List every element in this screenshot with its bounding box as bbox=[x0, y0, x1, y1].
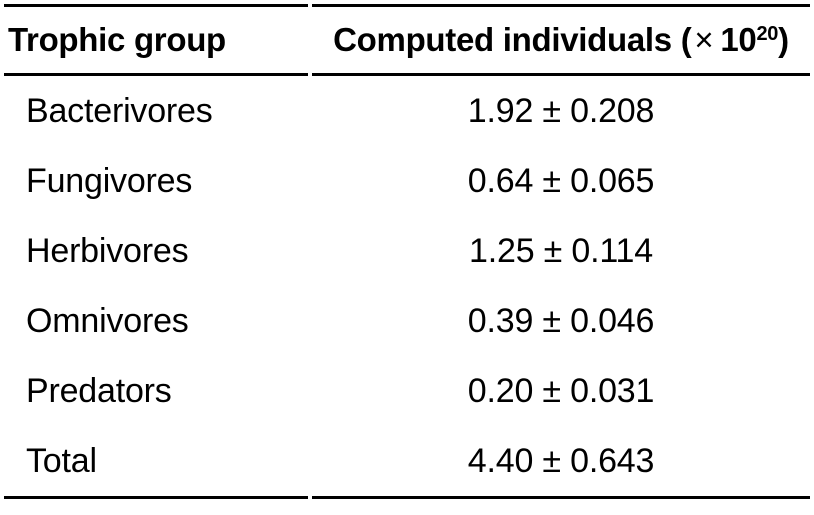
computed-individuals-cell: 0.64 ± 0.065 bbox=[467, 161, 655, 200]
table-row: Bacterivores 1.92 ± 0.208 bbox=[4, 76, 810, 146]
header-computed-suffix: ) bbox=[778, 21, 789, 58]
trophic-group-cell: Herbivores bbox=[26, 231, 189, 270]
table-row: Predators 0.20 ± 0.031 bbox=[4, 356, 810, 426]
header-exponent: 20 bbox=[756, 23, 779, 45]
computed-individuals-cell: 0.39 ± 0.046 bbox=[467, 301, 655, 340]
table-body: Bacterivores 1.92 ± 0.208 Fungivores 0.6… bbox=[4, 76, 810, 499]
trophic-group-cell: Total bbox=[4, 426, 308, 499]
trophic-group-cell: Omnivores bbox=[26, 301, 189, 340]
table-row: Herbivores 1.25 ± 0.114 bbox=[4, 216, 810, 286]
trophic-group-cell: Predators bbox=[26, 371, 172, 410]
multiplication-icon: × bbox=[694, 21, 714, 58]
computed-individuals-cell: 1.92 ± 0.208 bbox=[467, 91, 655, 130]
table-row: Fungivores 0.64 ± 0.065 bbox=[4, 146, 810, 216]
trophic-groups-table: Trophic group Computed individuals (× 102… bbox=[0, 4, 814, 499]
trophic-group-cell: Fungivores bbox=[26, 161, 193, 200]
column-header-trophic-group: Trophic group bbox=[4, 4, 308, 76]
computed-individuals-cell: 4.40 ± 0.643 bbox=[312, 426, 810, 499]
table-row: Total 4.40 ± 0.643 bbox=[4, 426, 810, 499]
column-header-computed-individuals: Computed individuals (× 1020) bbox=[312, 4, 810, 76]
table-row: Omnivores 0.39 ± 0.046 bbox=[4, 286, 810, 356]
trophic-group-cell: Bacterivores bbox=[26, 91, 213, 130]
computed-individuals-cell: 1.25 ± 0.114 bbox=[469, 231, 653, 270]
header-base-ten: 10 bbox=[720, 21, 757, 58]
header-computed-prefix: Computed individuals ( bbox=[333, 21, 692, 58]
table-header: Trophic group Computed individuals (× 102… bbox=[4, 4, 810, 76]
computed-individuals-cell: 0.20 ± 0.031 bbox=[467, 371, 655, 410]
header-row: Trophic group Computed individuals (× 102… bbox=[4, 4, 810, 76]
